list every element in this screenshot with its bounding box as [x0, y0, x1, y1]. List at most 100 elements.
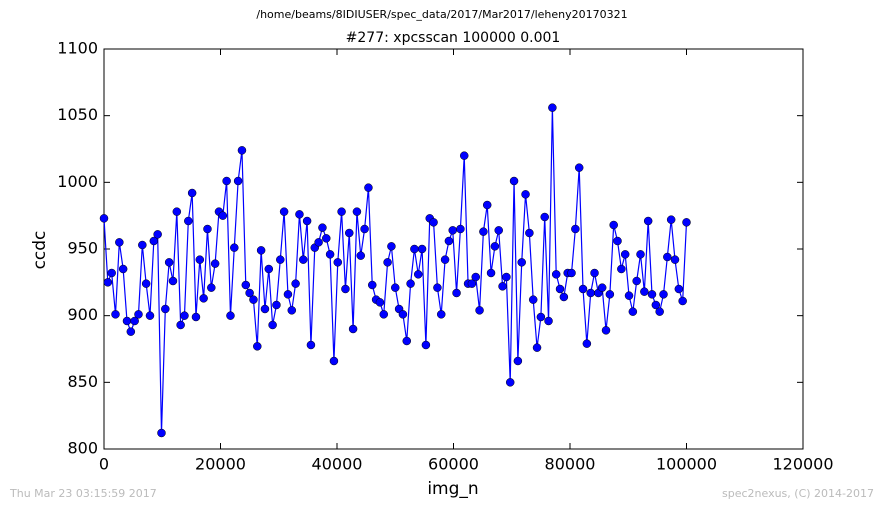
- data-point: [161, 304, 170, 314]
- data-point: [674, 284, 684, 294]
- data-point: [180, 311, 189, 320]
- data-point: [107, 268, 116, 278]
- data-point: [253, 342, 262, 351]
- data-point: [172, 207, 182, 216]
- data-point: [387, 242, 396, 251]
- data-point: [383, 258, 392, 267]
- data-point: [314, 238, 323, 247]
- x-tick-label: 40000: [312, 455, 363, 474]
- x-tick-label: 80000: [545, 455, 596, 474]
- data-point: [448, 226, 457, 235]
- data-point: [498, 282, 507, 291]
- data-point: [509, 176, 519, 186]
- data-point: [325, 250, 335, 259]
- data-point: [655, 307, 664, 316]
- x-tick-label: 20000: [195, 455, 246, 474]
- data-point: [276, 255, 285, 264]
- data-point: [295, 210, 304, 219]
- data-point: [272, 300, 281, 310]
- data-point: [678, 296, 687, 306]
- data-point: [164, 258, 174, 267]
- y-axis-label: ccdc: [30, 231, 50, 270]
- data-point: [578, 284, 588, 294]
- data-point: [348, 324, 358, 334]
- data-point: [368, 280, 377, 290]
- y-tick-label: 800: [67, 439, 98, 458]
- data-point: [471, 272, 480, 282]
- data-point: [597, 283, 607, 292]
- data-point: [138, 240, 147, 250]
- data-point: [245, 288, 254, 298]
- data-point: [571, 224, 580, 234]
- data-point: [513, 356, 523, 366]
- data-point: [115, 238, 124, 247]
- data-point: [613, 236, 622, 246]
- data-point: [279, 207, 289, 216]
- y-tick-label: 900: [67, 305, 98, 324]
- data-point: [337, 207, 346, 216]
- data-point: [122, 316, 132, 326]
- data-line: [103, 107, 688, 434]
- data-point: [651, 300, 661, 310]
- data-point: [233, 176, 243, 186]
- x-tick-label: 100000: [656, 455, 717, 474]
- y-tick-label: 950: [67, 239, 98, 258]
- data-point: [256, 246, 266, 255]
- data-point: [218, 211, 228, 220]
- data-point: [486, 268, 496, 278]
- data-point: [126, 327, 136, 336]
- x-tick-label: 60000: [428, 455, 479, 474]
- data-point: [356, 251, 366, 260]
- data-point: [628, 307, 638, 316]
- data-point: [237, 146, 247, 155]
- data-point: [249, 295, 258, 304]
- data-point: [341, 284, 350, 294]
- y-tick-label: 1050: [57, 105, 98, 124]
- data-point: [586, 288, 595, 298]
- data-point: [283, 290, 293, 299]
- data-point: [352, 207, 362, 216]
- data-point: [176, 320, 185, 330]
- data-point: [241, 280, 251, 290]
- plot-frame: [103, 48, 804, 450]
- data-point: [306, 340, 316, 350]
- data-point: [659, 290, 668, 299]
- y-tick-label: 850: [67, 372, 98, 391]
- data-point: [345, 228, 354, 238]
- data-point: [360, 224, 369, 234]
- data-point: [467, 279, 477, 288]
- data-point: [590, 268, 599, 278]
- data-point: [559, 292, 569, 302]
- data-point: [264, 264, 274, 274]
- data-point: [299, 255, 308, 264]
- y-tick-label: 1000: [57, 172, 98, 191]
- data-point: [624, 291, 634, 300]
- data-point: [482, 200, 492, 210]
- data-point: [413, 270, 423, 279]
- data-point: [436, 310, 446, 319]
- data-point: [118, 264, 128, 274]
- data-point: [375, 298, 385, 307]
- data-point: [210, 259, 220, 268]
- data-point: [617, 264, 626, 274]
- data-point: [402, 336, 411, 346]
- data-point: [230, 243, 239, 252]
- data-point: [203, 224, 212, 234]
- data-point: [141, 279, 151, 288]
- data-point: [260, 304, 270, 314]
- data-point: [322, 234, 331, 243]
- data-point: [429, 218, 438, 227]
- data-point: [268, 320, 277, 330]
- data-point: [620, 250, 630, 259]
- data-point: [551, 270, 561, 279]
- data-point: [544, 316, 553, 326]
- data-point: [574, 163, 584, 172]
- data-point: [153, 230, 162, 239]
- data-point: [391, 283, 400, 292]
- data-point: [433, 283, 442, 292]
- data-point: [490, 242, 500, 251]
- data-point: [548, 103, 557, 112]
- x-tick-label: 120000: [772, 455, 833, 474]
- data-point: [632, 276, 641, 286]
- chart-title: #277: xpcsscan 100000 0.001: [346, 30, 561, 46]
